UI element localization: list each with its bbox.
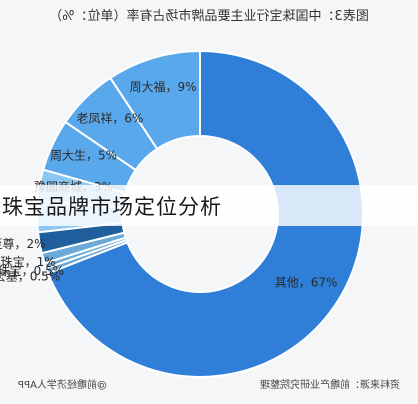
slice-label-6: 金至尊，2%: [0, 236, 46, 251]
figure-source: 资料来源：前瞻产业研究院整理: [260, 378, 400, 391]
slice-10: [46, 49, 364, 378]
figure-watermark: @前瞻经济学人APP: [18, 378, 107, 391]
overlay-title: 珠宝品牌市场定位分析: [2, 194, 222, 219]
slice-label-3: 周大生，5%: [50, 149, 117, 163]
slice-label-1: 周大福，9%: [130, 79, 197, 94]
figure-title: 图表3：中国珠宝行业主要品牌市场占有率（单位：%）: [49, 8, 369, 24]
slice-label-10: 其他，67%: [275, 275, 338, 289]
slice-labels: 周大福，9%老凤祥，6%周大生，5%豫园商城，3%金至尊，2%明牌珠宝，1%萃华…: [0, 79, 337, 290]
slice-label-7: 明牌珠宝，1%: [0, 255, 56, 269]
slice-label-9: 潮宏基，0.5%: [0, 269, 60, 284]
slice-label-8: 萃华珠宝，0.5%: [0, 264, 64, 278]
overlay-banner: 珠宝品牌市场定位分析: [0, 185, 418, 226]
slice-label-2: 老凤祥，6%: [76, 111, 143, 125]
